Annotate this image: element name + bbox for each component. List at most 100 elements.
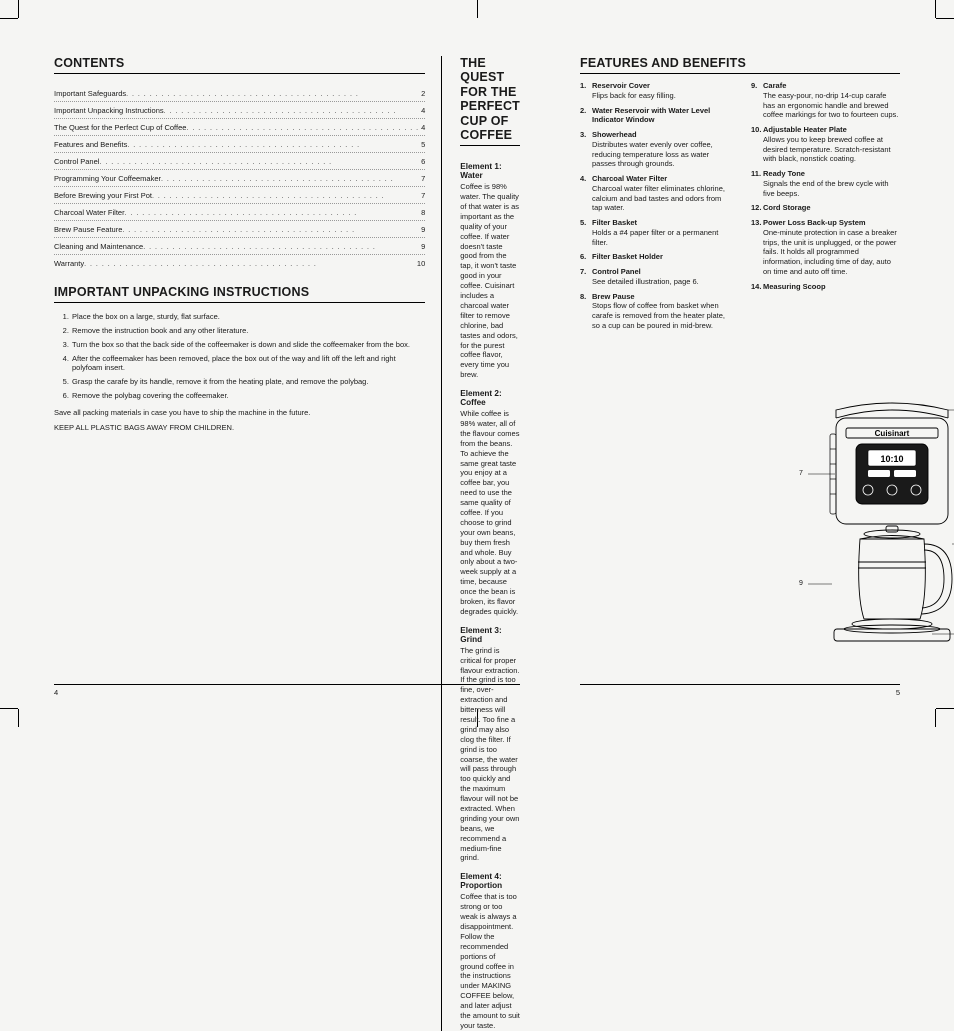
- toc-label: Warranty: [54, 259, 84, 268]
- toc-label: Cleaning and Maintenance: [54, 242, 143, 251]
- toc-page: 8: [419, 208, 425, 217]
- unpack-step: Grasp the carafe by its handle, remove i…: [71, 377, 425, 387]
- toc-label: Important Safeguards: [54, 89, 126, 98]
- footer-rule: [580, 684, 900, 685]
- toc-item: Control Panel6: [54, 153, 425, 170]
- feature-title: Filter Basket Holder: [592, 252, 663, 261]
- toc-dots: [161, 174, 419, 183]
- toc-label: Programming Your Coffeemaker: [54, 174, 161, 183]
- feature-body: Allows you to keep brewed coffee at desi…: [763, 135, 891, 164]
- feature-item: 10.Adjustable Heater PlateAllows you to …: [763, 125, 900, 164]
- right-column: THE QUEST FOR THE PERFECT CUP OF COFFEE …: [460, 56, 520, 1031]
- toc-item: Features and Benefits5: [54, 136, 425, 153]
- feature-body: Flips back for easy filling.: [592, 91, 676, 100]
- toc-label: Features and Benefits: [54, 140, 127, 149]
- element-body: While coffee is 98% water, all of the fl…: [460, 409, 520, 617]
- features-list-1: 1.Reservoir CoverFlips back for easy fil…: [580, 81, 729, 336]
- clock-display: 10:10: [881, 454, 904, 464]
- element-body: The grind is critical for proper flavour…: [460, 646, 520, 864]
- feature-title: Ready Tone: [763, 169, 805, 178]
- element-title: Element 1: Water: [460, 162, 520, 180]
- crop-mark: [0, 708, 18, 709]
- toc-label: Charcoal Water Filter: [54, 208, 125, 217]
- toc-page: 4: [419, 106, 425, 115]
- toc-label: Control Panel: [54, 157, 99, 166]
- toc-label: The Quest for the Perfect Cup of Coffee: [54, 123, 186, 132]
- feature-item: 14.Measuring Scoop: [763, 282, 900, 292]
- crop-mark: [18, 709, 19, 727]
- crop-mark: [936, 708, 954, 709]
- features-list-2: 9.CarafeThe easy-pour, no-drip 14-cup ca…: [751, 81, 900, 296]
- unpack-warning: KEEP ALL PLASTIC BAGS AWAY FROM CHILDREN…: [54, 423, 425, 433]
- feature-item: 1.Reservoir CoverFlips back for easy fil…: [592, 81, 729, 101]
- feature-item: 9.CarafeThe easy-pour, no-drip 14-cup ca…: [763, 81, 900, 120]
- feature-number: 5.: [580, 218, 586, 228]
- page-right: FEATURES AND BENEFITS 1.Reservoir CoverF…: [550, 22, 932, 705]
- element-body: Coffee is 98% water. The quality of that…: [460, 182, 520, 380]
- toc-item: Programming Your Coffeemaker 7: [54, 170, 425, 187]
- toc-dots: [125, 208, 420, 217]
- feature-number: 4.: [580, 174, 586, 184]
- feature-body: One-minute protection in case a breaker …: [763, 228, 897, 276]
- feature-item: 6.Filter Basket Holder: [592, 252, 729, 262]
- toc-item: Charcoal Water Filter 8: [54, 204, 425, 221]
- feature-body: Signals the end of the brew cycle with f…: [763, 179, 889, 198]
- feature-title: Filter Basket: [592, 218, 637, 227]
- feature-number: 9.: [751, 81, 757, 91]
- element-title: Element 2: Coffee: [460, 389, 520, 407]
- crop-mark: [477, 0, 478, 18]
- unpack-step: After the coffeemaker has been removed, …: [71, 354, 425, 374]
- feature-item: 2.Water Reservoir with Water Level Indic…: [592, 106, 729, 126]
- feature-number: 2.: [580, 106, 586, 116]
- callout-7: 7: [799, 470, 803, 477]
- feature-title: Control Panel: [592, 267, 641, 276]
- crop-mark: [936, 18, 954, 19]
- feature-number: 8.: [580, 292, 586, 302]
- feature-body: Holds a #4 paper filter or a permanent f…: [592, 228, 718, 247]
- toc-page: 7: [419, 174, 425, 183]
- feature-item: 12.Cord Storage: [763, 203, 900, 213]
- element-body: Coffee that is too strong or too weak is…: [460, 892, 520, 1030]
- toc-item: The Quest for the Perfect Cup of Coffee4: [54, 119, 425, 136]
- feature-title: Water Reservoir with Water Level Indicat…: [592, 106, 710, 125]
- feature-title: Cord Storage: [763, 203, 811, 212]
- page-number: 4: [54, 688, 58, 697]
- toc-page: 7: [419, 191, 425, 200]
- feature-title: Charcoal Water Filter: [592, 174, 667, 183]
- feature-number: 6.: [580, 252, 586, 262]
- feature-body: Stops flow of coffee from basket when ca…: [592, 301, 725, 330]
- feature-number: 10.: [751, 125, 761, 135]
- unpack-step: Remove the polybag covering the coffeema…: [71, 391, 425, 401]
- element-title: Element 3: Grind: [460, 626, 520, 644]
- toc-page: 9: [419, 225, 425, 234]
- brand-label: Cuisinart: [875, 429, 910, 438]
- toc-dots: [122, 225, 419, 234]
- crop-mark: [0, 18, 18, 19]
- feature-number: 1.: [580, 81, 586, 91]
- feature-body: Charcoal water filter eliminates chlorin…: [592, 184, 725, 213]
- coffeemaker-svg: 10:10 Cuisinart: [802, 394, 954, 650]
- toc-dots: [152, 191, 419, 200]
- feature-item: 8.Brew PauseStops flow of coffee from ba…: [592, 292, 729, 331]
- footer-rule: [54, 684, 520, 685]
- unpack-note: Save all packing materials in case you h…: [54, 408, 425, 418]
- toc-page: 10: [415, 259, 425, 268]
- toc-dots: [143, 242, 419, 251]
- toc-label: Important Unpacking Instructions: [54, 106, 164, 115]
- features-heading: FEATURES AND BENEFITS: [580, 56, 900, 74]
- toc-dots: [164, 106, 419, 115]
- feature-item: 13.Power Loss Back-up SystemOne-minute p…: [763, 218, 900, 277]
- toc-item: Important Unpacking Instructions 4: [54, 102, 425, 119]
- feature-number: 13.: [751, 218, 761, 228]
- unpack-step: Place the box on a large, sturdy, flat s…: [71, 312, 425, 322]
- feature-body: See detailed illustration, page 6.: [592, 277, 699, 286]
- coffeemaker-diagram: 10:10 Cuisinart: [802, 394, 954, 650]
- toc-dots: [99, 157, 419, 166]
- toc-item: Warranty 10: [54, 255, 425, 271]
- toc-dots: [84, 259, 415, 268]
- feature-title: Showerhead: [592, 130, 637, 139]
- feature-title: Measuring Scoop: [763, 282, 826, 291]
- quest-heading: THE QUEST FOR THE PERFECT CUP OF COFFEE: [460, 56, 520, 146]
- toc-dots: [126, 89, 419, 98]
- unpack-step: Turn the box so that the back side of th…: [71, 340, 425, 350]
